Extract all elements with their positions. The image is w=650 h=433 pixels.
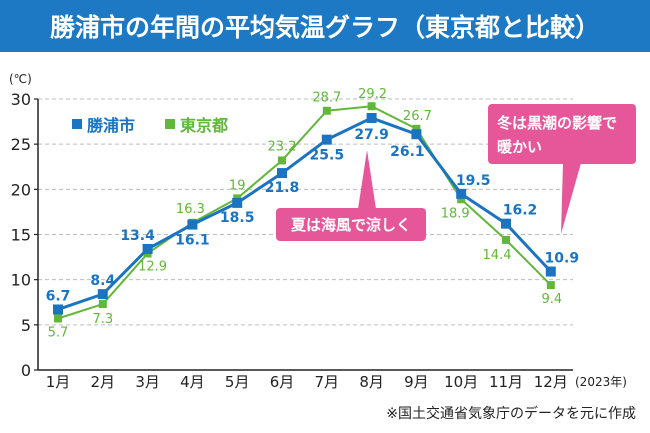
data-point (142, 243, 153, 254)
data-label: 19 (229, 178, 246, 193)
data-label: 18.5 (220, 210, 255, 226)
data-label: 21.8 (265, 180, 300, 196)
data-label: 7.3 (92, 312, 113, 327)
callout-winter-box (488, 104, 636, 164)
y-tick-label: 20 (11, 180, 31, 199)
y-tick-label: 5 (21, 316, 31, 335)
x-tick-label: 2月 (91, 373, 116, 391)
legend: 勝浦市 東京都 (72, 116, 228, 135)
callout-summer-text: 夏は海風で涼しく (290, 216, 411, 234)
x-axis-note: (2023年) (575, 375, 627, 389)
data-point (97, 289, 108, 300)
data-label: 13.4 (120, 228, 155, 244)
data-point (366, 112, 377, 123)
chart-title: 勝浦市の年間の平均気温グラフ（東京都と比較） (49, 13, 600, 42)
x-tick-label: 11月 (489, 373, 523, 391)
y-tick-label: 25 (11, 135, 31, 154)
y-tick-label: 10 (11, 271, 31, 290)
x-tick-labels: 1月 2月 3月 4月 5月 6月 7月 8月 9月 10月 11月 12月 (46, 373, 568, 391)
legend-label-tokyo: 東京都 (180, 116, 228, 135)
data-label: 26.1 (390, 144, 425, 160)
x-tick-label: 10月 (444, 373, 478, 391)
data-point (411, 129, 422, 140)
x-tick-label: 3月 (135, 373, 160, 391)
data-label: 6.7 (46, 288, 71, 304)
callout-winter-text-line2: 暖かい (497, 138, 542, 156)
y-tick-label: 30 (11, 90, 31, 109)
legend-swatch-katsuura (72, 119, 82, 129)
data-point (321, 134, 332, 145)
callout-winter: 冬は黒潮の影響で 暖かい (488, 104, 636, 234)
x-tick-label: 1月 (46, 373, 71, 391)
x-tick-label: 5月 (225, 373, 250, 391)
data-label: 25.5 (310, 148, 345, 164)
data-label: 29.2 (358, 87, 387, 102)
data-point (278, 156, 286, 165)
data-point (457, 195, 466, 204)
callout-summer-pointer (358, 150, 376, 209)
data-point (54, 314, 62, 323)
series-line (57, 116, 552, 311)
data-label: 9.4 (541, 292, 562, 307)
data-point (322, 106, 331, 115)
data-point (502, 235, 510, 244)
series-line (57, 105, 552, 320)
legend-label-katsuura: 勝浦市 (87, 116, 135, 135)
data-point (501, 218, 511, 229)
series-layer: 5.7 7.3 12.9 16.3 19 23.2 28.7 29.2 26.7 18.9 14.4… (46, 87, 579, 340)
data-label: 8.4 (90, 273, 115, 289)
data-label: 27.9 (354, 127, 389, 143)
data-point (53, 304, 63, 315)
data-label: 16.3 (176, 202, 205, 217)
x-tick-label: 7月 (315, 373, 340, 391)
callout-winter-pointer (561, 163, 581, 234)
data-label: 16.1 (175, 233, 210, 249)
callouts: 夏は海風で涼しく 冬は黒潮の影響で 暖かい (276, 104, 636, 241)
x-tick-label: 4月 (180, 373, 205, 391)
data-label: 28.7 (312, 91, 341, 106)
y-axis-label: (℃) (9, 72, 32, 86)
data-label: 23.2 (268, 139, 297, 154)
data-point (456, 188, 467, 199)
data-label: 12.9 (138, 259, 167, 274)
data-label: 5.7 (48, 326, 69, 341)
callout-summer-box (276, 208, 426, 241)
data-point (412, 124, 421, 133)
legend-swatch-tokyo (165, 119, 175, 129)
data-label: 10.9 (545, 251, 580, 267)
data-point (232, 197, 243, 208)
data-point (545, 266, 556, 277)
y-tick-labels: 0 5 10 15 20 25 30 (11, 90, 31, 380)
x-tick-label: 9月 (404, 373, 429, 391)
y-tick-label: 0 (21, 361, 31, 380)
series-katsuura: 6.7 8.4 13.4 16.1 18.5 21.8 25.5 27.926.1 19.5 16… (46, 112, 580, 315)
data-label: 19.5 (456, 173, 491, 189)
callout-winter-text-line1: 冬は黒潮の影響で (497, 114, 617, 132)
x-tick-label: 12月 (534, 373, 568, 391)
y-tick-label: 15 (11, 226, 31, 245)
data-label: 26.7 (403, 109, 432, 124)
data-point (98, 300, 107, 309)
data-label: 18.9 (441, 206, 470, 221)
callout-summer: 夏は海風で涼しく (276, 150, 426, 241)
data-point (187, 219, 198, 230)
data-point (367, 102, 376, 111)
data-point (546, 281, 555, 290)
data-label: 16.2 (503, 203, 538, 219)
title-banner: 勝浦市の年間の平均気温グラフ（東京都と比較） (0, 0, 650, 52)
data-point (277, 168, 287, 179)
source-note: ※国土交通省気象庁のデータを元に作成 (386, 405, 636, 422)
axes (34, 98, 573, 371)
data-label: 14.4 (483, 248, 512, 263)
x-tick-label: 6月 (270, 373, 295, 391)
x-tick-label: 8月 (359, 373, 384, 391)
